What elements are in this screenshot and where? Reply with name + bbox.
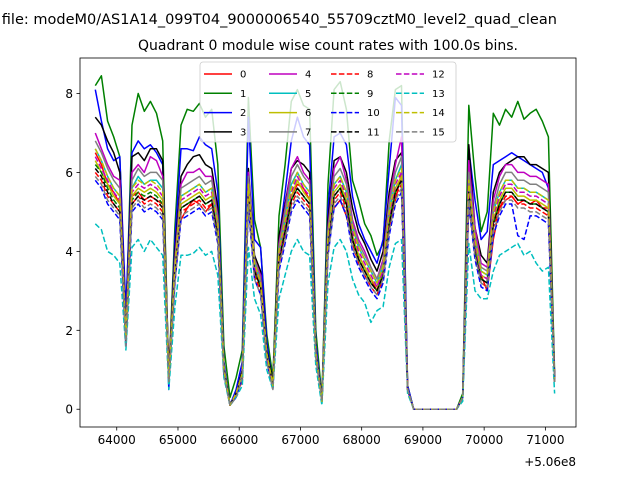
legend-label-11: 11 <box>367 127 380 138</box>
legend-label-14: 14 <box>432 108 445 119</box>
legend-label-15: 15 <box>432 127 445 138</box>
legend-label-3: 3 <box>240 127 246 138</box>
legend-label-13: 13 <box>432 89 445 100</box>
x-tick-label: 65000 <box>159 433 197 447</box>
y-tick-label: 0 <box>65 403 73 417</box>
plot-frame <box>79 57 577 428</box>
x-tick-label: 67000 <box>281 433 319 447</box>
x-tick-label: 66000 <box>220 433 258 447</box>
legend-label-4: 4 <box>305 70 311 81</box>
x-tick-label: 69000 <box>404 433 442 447</box>
y-axis-ticks: 0 2 4 6 8 <box>65 87 80 417</box>
legend-label-9: 9 <box>367 89 373 100</box>
y-tick-label: 4 <box>65 245 73 259</box>
x-tick-label: 71000 <box>526 433 564 447</box>
x-tick-label: 64000 <box>98 433 136 447</box>
legend-label-10: 10 <box>367 108 380 119</box>
y-tick-label: 2 <box>65 324 73 338</box>
chart-title: Quadrant 0 module wise count rates with … <box>138 38 518 54</box>
legend-label-2: 2 <box>240 108 246 119</box>
legend-label-1: 1 <box>240 89 246 100</box>
series-lines <box>94 75 556 410</box>
x-tick-label: 68000 <box>343 433 381 447</box>
y-tick-label: 8 <box>65 87 73 101</box>
x-axis-ticks: 64000 65000 66000 67000 68000 69000 70000 71000 <box>98 427 564 447</box>
legend-label-5: 5 <box>305 89 311 100</box>
legend-box <box>199 61 457 143</box>
x-axis-offset-label: +5.06e8 <box>524 455 576 469</box>
y-tick-label: 6 <box>65 166 73 180</box>
legend-label-6: 6 <box>305 108 311 119</box>
figure-suptitle: n file: modeM0/AS1A14_099T04_9000006540_… <box>0 12 557 28</box>
series-line-15 <box>94 175 556 410</box>
legend-label-8: 8 <box>367 70 373 81</box>
x-tick-label: 70000 <box>465 433 503 447</box>
legend-label-0: 0 <box>240 70 246 81</box>
legend-label-7: 7 <box>305 127 311 138</box>
legend-label-12: 12 <box>432 70 445 81</box>
